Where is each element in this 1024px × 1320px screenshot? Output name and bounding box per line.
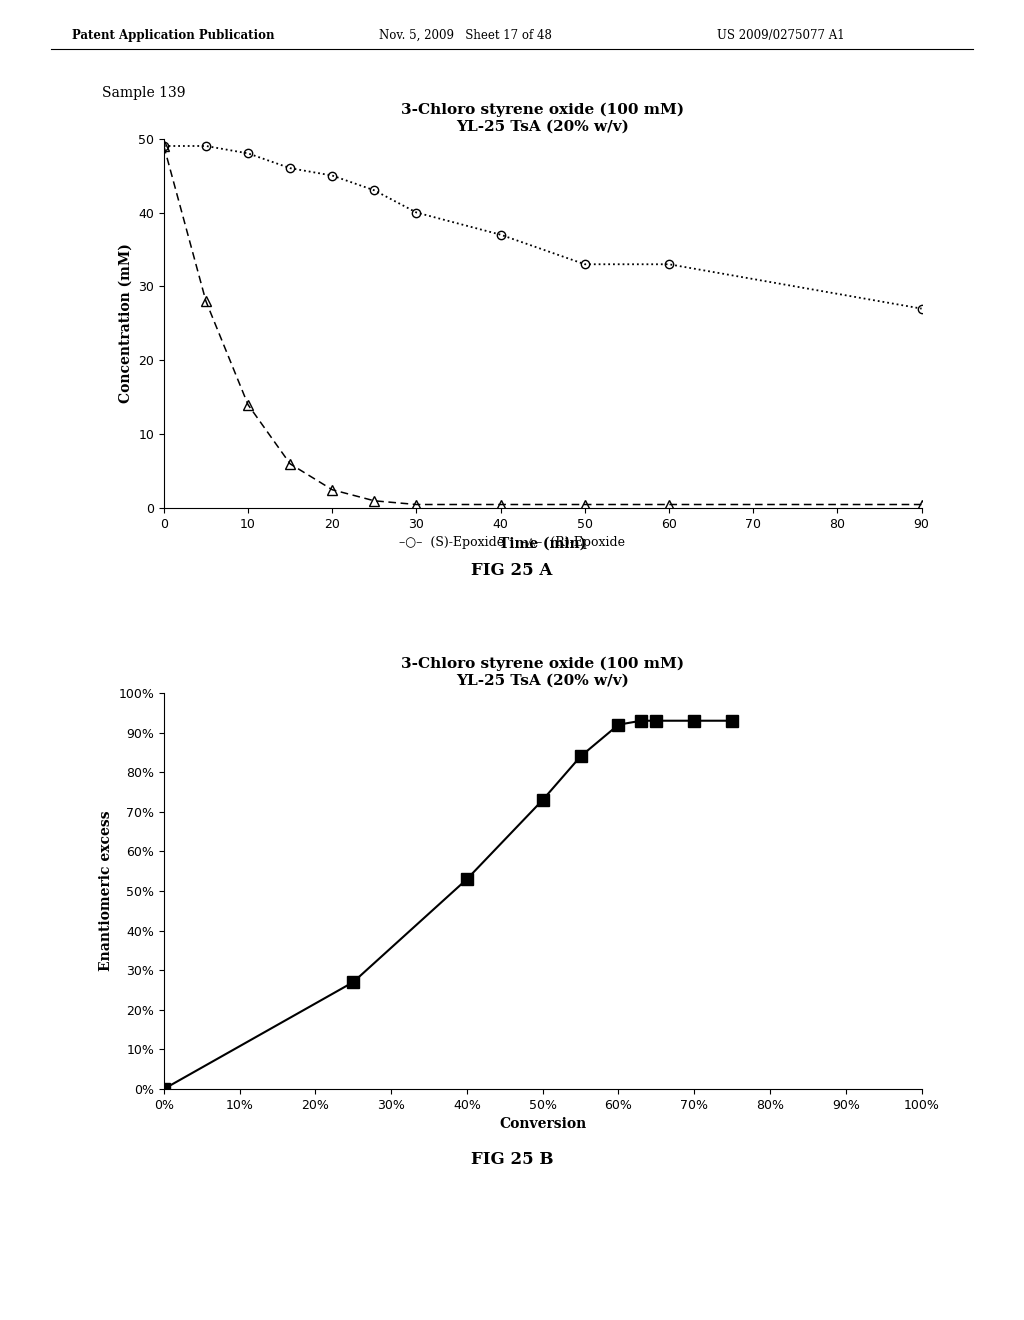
Text: Sample 139: Sample 139 (102, 86, 186, 100)
X-axis label: Time (min): Time (min) (499, 536, 587, 550)
Text: Patent Application Publication: Patent Application Publication (72, 29, 274, 42)
Text: US 2009/0275077 A1: US 2009/0275077 A1 (717, 29, 845, 42)
Title: 3-Chloro styrene oxide (100 mM)
YL-25 TsA (20% w/v): 3-Chloro styrene oxide (100 mM) YL-25 Ts… (401, 103, 684, 133)
Text: –○–  (S)-Epoxide    –△–  (R)-Epoxide: –○– (S)-Epoxide –△– (R)-Epoxide (399, 536, 625, 549)
Text: FIG 25 B: FIG 25 B (471, 1151, 553, 1168)
Title: 3-Chloro styrene oxide (100 mM)
YL-25 TsA (20% w/v): 3-Chloro styrene oxide (100 mM) YL-25 Ts… (401, 657, 684, 688)
Y-axis label: Enantiomeric excess: Enantiomeric excess (98, 810, 113, 972)
Text: Nov. 5, 2009   Sheet 17 of 48: Nov. 5, 2009 Sheet 17 of 48 (379, 29, 552, 42)
Text: FIG 25 A: FIG 25 A (471, 562, 553, 579)
Y-axis label: Concentration (mM): Concentration (mM) (119, 243, 132, 404)
X-axis label: Conversion: Conversion (499, 1117, 587, 1131)
